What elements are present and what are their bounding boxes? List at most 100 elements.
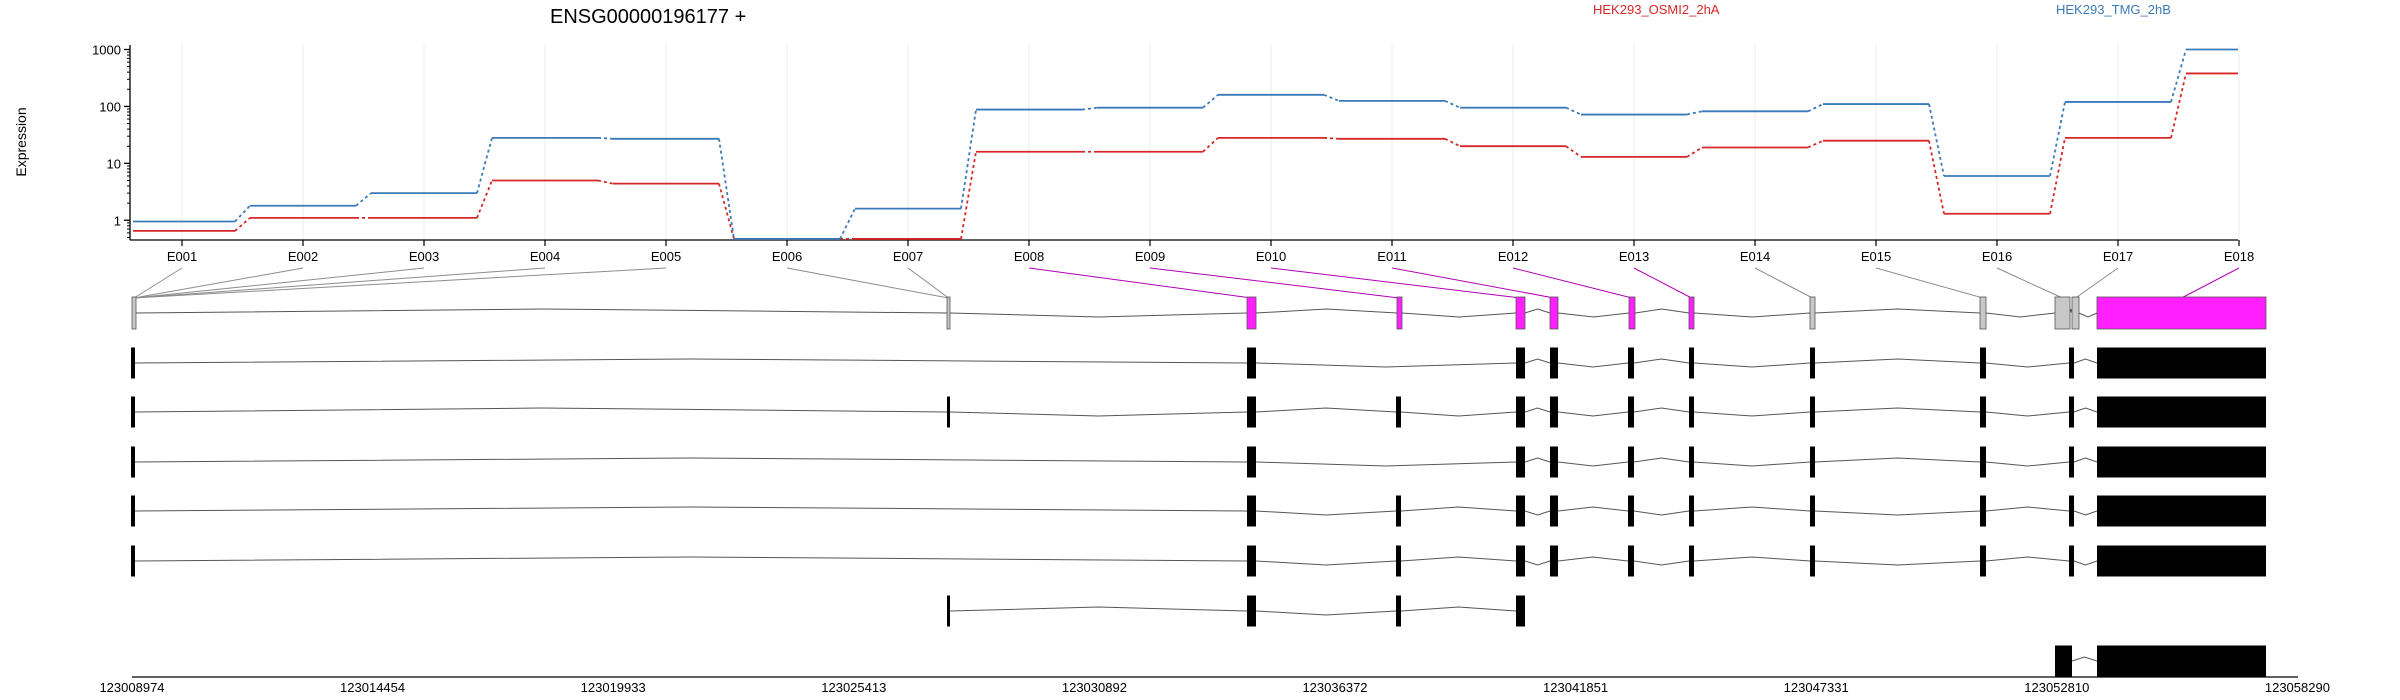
- intron-line: [2073, 560, 2098, 566]
- intron-line: [1634, 308, 1690, 314]
- intron-line: [1255, 610, 1397, 616]
- genomic-tick-label: 123019933: [581, 680, 646, 695]
- series-transition: [476, 180, 493, 219]
- x-tick-label: E006: [772, 249, 802, 264]
- exon-block: [1247, 595, 1256, 627]
- exon-connector-e013: [1633, 267, 1692, 299]
- x-tick-label: E011: [1377, 249, 1406, 264]
- transcript-track-5: [131, 545, 2266, 577]
- exon-block: [1515, 296, 1526, 330]
- intron-line: [949, 606, 1248, 612]
- intron-line: [1633, 407, 1690, 413]
- series-transition: [2049, 101, 2066, 177]
- series-HEK293_OSMI2_2hA: [133, 72, 2238, 240]
- exon-block: [2097, 347, 2266, 379]
- exon-connector-e004: [133, 267, 546, 299]
- series-transition: [355, 192, 372, 207]
- exon-connector-e006: [786, 267, 949, 299]
- transcript-track-6: [947, 595, 1525, 627]
- exon-block: [2069, 545, 2074, 577]
- exon-connector-e007: [907, 267, 949, 299]
- transcript-track-2: [131, 396, 2266, 428]
- exon-block: [1689, 396, 1694, 428]
- exon-block: [1628, 545, 1634, 577]
- exon-block: [1628, 495, 1634, 527]
- transcript-track-3: [131, 446, 2266, 478]
- intron-line: [1814, 457, 1981, 463]
- series-transition: [2049, 137, 2066, 214]
- exon-block: [2069, 396, 2074, 428]
- exon-block: [947, 595, 950, 627]
- intron-line: [1400, 411, 1517, 417]
- exon-block: [1810, 545, 1815, 577]
- exon-connector-e016: [1996, 267, 2063, 299]
- exon-block: [1550, 545, 1558, 577]
- exon-block: [1516, 595, 1525, 627]
- series-transition: [1565, 145, 1582, 158]
- intron-line: [1557, 461, 1629, 467]
- exon-block: [1980, 545, 1986, 577]
- series-transition: [1565, 106, 1582, 116]
- exon-block: [2097, 396, 2266, 428]
- exon-axis: E001 E002 E003 E004 E005 E006 E007 E008 E009 E010…: [130, 239, 2254, 264]
- intron-line: [1814, 308, 1981, 314]
- intron-line: [1633, 358, 1690, 364]
- exon-block: [1628, 296, 1636, 330]
- genomic-tick-label: 123036372: [1302, 680, 1367, 695]
- y-tick-label: 10: [107, 156, 121, 171]
- x-tick-label: E007: [893, 249, 923, 264]
- intron-line: [2078, 312, 2098, 318]
- intron-line: [1814, 358, 1981, 364]
- exon-block: [1550, 347, 1558, 379]
- transcript-track-4: [131, 495, 2266, 527]
- genomic-tick-label: 123052810: [2024, 680, 2089, 695]
- exon-connector-e014: [1754, 267, 1813, 299]
- exon-block: [1396, 595, 1401, 627]
- exon-block: [1688, 296, 1695, 330]
- series-transition: [234, 205, 251, 223]
- intron-line: [1633, 560, 1690, 566]
- exon-block: [2071, 296, 2080, 330]
- series-transition: [476, 137, 493, 194]
- series-transition: [1807, 139, 1824, 149]
- series-transition: [1323, 136, 1340, 140]
- series-transition: [1928, 140, 1945, 214]
- exon-block: [2096, 296, 2267, 330]
- exon-block: [1810, 446, 1815, 478]
- series-transition: [1202, 94, 1219, 109]
- series-transition: [597, 179, 614, 185]
- exon-connector-e008: [1028, 267, 1252, 299]
- intron-line: [134, 506, 1248, 512]
- y-tick-label: 1: [114, 213, 121, 228]
- x-tick-label: E010: [1256, 249, 1286, 264]
- intron-line: [1255, 407, 1397, 413]
- exon-block: [1247, 495, 1256, 527]
- intron-line: [1985, 312, 2056, 318]
- exon-block: [2097, 545, 2266, 577]
- exon-block: [2069, 495, 2074, 527]
- genomic-tick-label: 123058290: [2265, 680, 2330, 695]
- exon-block: [2069, 347, 2074, 379]
- series-HEK293_TMG_2hB: [133, 48, 2238, 240]
- exon-connector-e001: [133, 267, 183, 299]
- exon-block: [1396, 495, 1401, 527]
- series-transition: [2170, 73, 2187, 139]
- x-tick-label: E004: [530, 249, 560, 264]
- exon-block: [1628, 396, 1634, 428]
- exon-block: [1810, 396, 1815, 428]
- exon-block: [1247, 396, 1256, 428]
- exon-block: [1550, 396, 1558, 428]
- genomic-tick-label: 123014454: [340, 680, 405, 695]
- exon-block: [131, 545, 135, 577]
- series-transition: [1202, 137, 1219, 153]
- exon-block: [1980, 347, 1986, 379]
- exon-connectors: [133, 267, 2240, 299]
- intron-line: [1255, 461, 1517, 467]
- x-tick-label: E018: [2224, 249, 2254, 264]
- series-transition: [1444, 100, 1461, 109]
- exon-block: [1396, 396, 1401, 428]
- exon-block: [131, 446, 135, 478]
- exon-connector-e002: [133, 267, 304, 299]
- genomic-tick-label: 123025413: [821, 680, 886, 695]
- intron-line: [1255, 560, 1397, 566]
